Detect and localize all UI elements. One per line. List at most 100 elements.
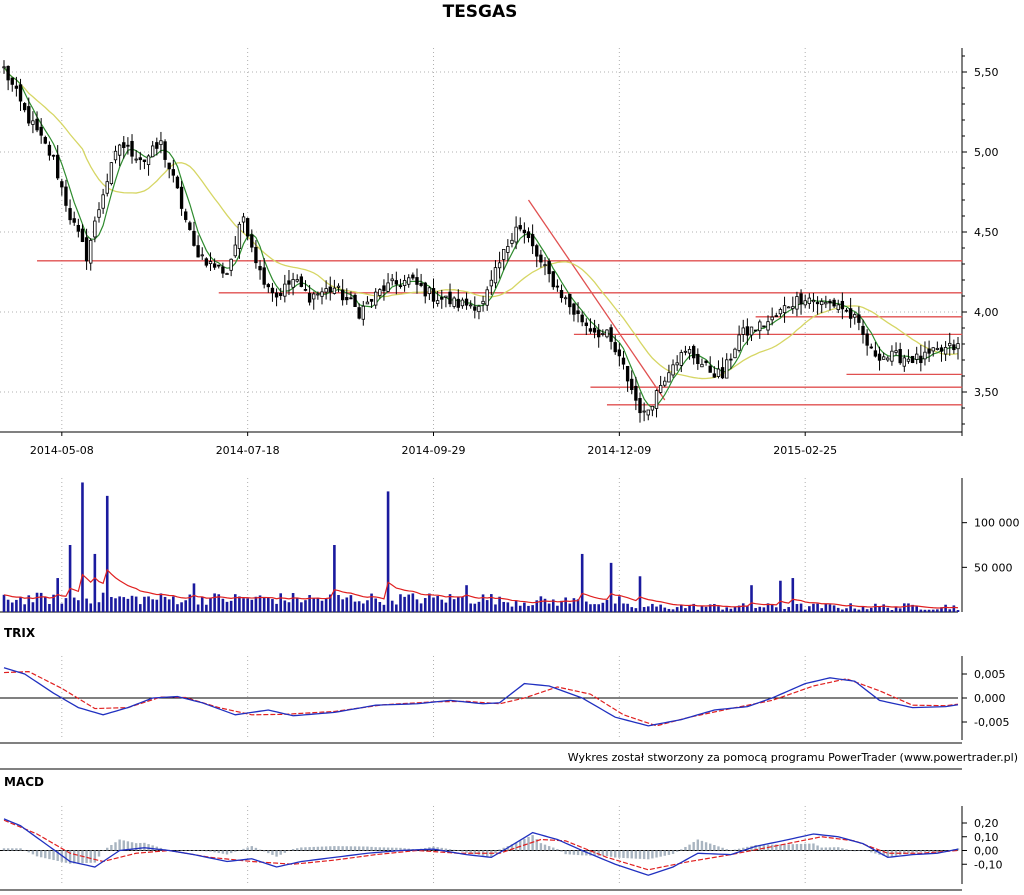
volume-bar [952,605,956,612]
candle-body [390,278,394,282]
candle-body [14,85,19,89]
histogram-bar [399,847,402,851]
y-tick-label: -0,10 [974,858,1002,871]
candle-body [547,260,551,275]
candle-body [778,309,783,315]
candle-body [336,285,341,288]
histogram-bar [502,847,505,851]
candle-body [725,359,729,379]
chart-title: TESGAS [442,2,518,22]
candle-body [407,277,411,285]
histogram-bar [56,850,59,861]
volume-bar [225,601,229,612]
candle-body [415,277,419,285]
candle-body [357,307,361,319]
histogram-bar [370,846,373,851]
candle-body [675,362,679,366]
volume-bar [915,606,919,612]
histogram-bar [936,850,939,853]
candle-body [419,282,423,286]
histogram-bar [27,850,30,853]
candle-body [803,300,807,306]
candle-body [382,285,386,292]
candle-body [828,300,832,304]
candle-body [712,373,717,378]
candle-body [535,245,539,257]
volume-bar [585,601,588,612]
candle-body [877,353,882,361]
histogram-bar [114,842,117,851]
moving-average-long [3,66,959,380]
volume-bar [407,594,411,612]
volume-bar [576,599,580,612]
volume-bar [300,602,303,612]
histogram-bar [717,846,720,851]
volume-bar [696,609,700,612]
histogram-bar [229,850,233,854]
volume-bar [803,609,807,612]
candle-body [411,274,415,279]
histogram-bar [510,844,514,851]
histogram-bar [605,850,609,856]
histogram-bar [258,849,262,851]
volume-bar [386,491,390,612]
volume-bar [514,601,518,612]
volume-bar [485,600,489,612]
signal-line [3,819,959,871]
volume-bar [746,606,749,612]
histogram-bar [320,846,324,851]
histogram-bar [547,846,551,851]
candle-body [258,266,262,271]
histogram-bar [580,850,584,856]
volume-bar [783,608,786,612]
volume-bar [688,605,691,612]
histogram-bar [382,847,386,851]
volume-bar [700,605,704,612]
volume-bar [444,602,448,612]
candle-body [159,140,163,145]
candle-body [155,142,159,149]
volume-bar [737,605,741,612]
histogram-bar [126,841,130,851]
candle-body [76,224,81,232]
histogram-bar [291,849,295,851]
candle-body [47,144,52,156]
histogram-bar [267,850,270,854]
histogram-bar [6,848,10,851]
candle-body [609,327,613,342]
histogram-bar [543,844,547,851]
volume-bar [494,604,497,612]
candle-body [696,353,700,365]
candle-body [820,301,824,305]
candle-body [886,357,890,361]
histogram-bar [609,850,613,857]
histogram-bar [894,850,898,856]
histogram-bar [296,848,299,851]
histogram-bar [783,844,786,851]
histogram-bar [238,850,241,851]
volume-bar [382,604,386,612]
candle-body [621,357,626,365]
candle-body [737,334,741,351]
indicator-line [3,667,959,727]
histogram-bar [374,847,377,851]
volume-bar [143,596,146,612]
candle-body [597,329,601,338]
volume-bar [436,596,439,612]
histogram-bar [634,850,638,859]
candle-body [179,186,184,209]
histogram-bar [737,848,741,851]
candle-body [592,327,597,333]
histogram-bar [2,848,6,851]
histogram-bar [870,850,873,853]
volume-bar [849,603,852,612]
volume-bar [192,583,196,612]
volume-bar [97,602,101,612]
candle-body [625,365,630,382]
candle-body [563,297,568,300]
histogram-bar [680,849,683,851]
histogram-bar [469,850,472,854]
histogram-bar [287,850,291,851]
histogram-bar [77,850,80,864]
candle-body [241,216,246,223]
